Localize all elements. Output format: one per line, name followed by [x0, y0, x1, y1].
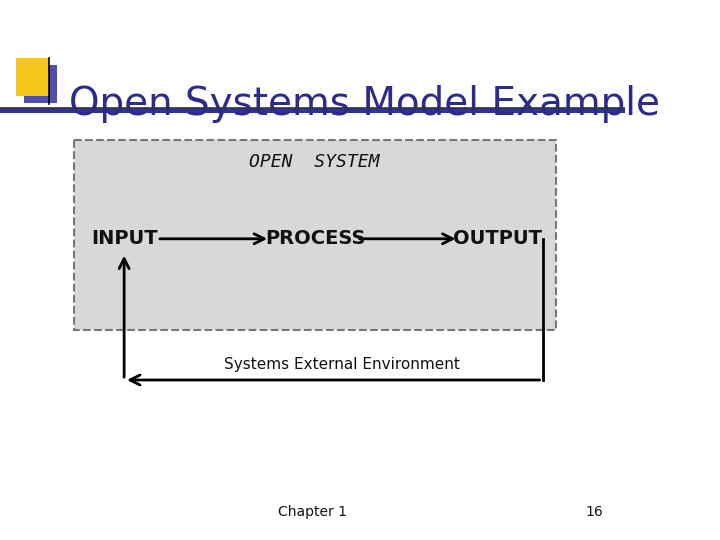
- Bar: [0, 108, 625, 113]
- Bar: [16, 58, 49, 96]
- Text: PROCESS: PROCESS: [265, 230, 365, 248]
- Bar: [73, 140, 556, 330]
- Text: Systems External Environment: Systems External Environment: [224, 357, 460, 372]
- Bar: [24, 65, 58, 103]
- Text: OUTPUT: OUTPUT: [453, 230, 542, 248]
- Text: Open Systems Model Example: Open Systems Model Example: [69, 85, 660, 123]
- Text: INPUT: INPUT: [91, 230, 158, 248]
- Text: 16: 16: [585, 505, 603, 519]
- Text: Chapter 1: Chapter 1: [278, 505, 347, 519]
- Text: OPEN  SYSTEM: OPEN SYSTEM: [249, 153, 380, 171]
